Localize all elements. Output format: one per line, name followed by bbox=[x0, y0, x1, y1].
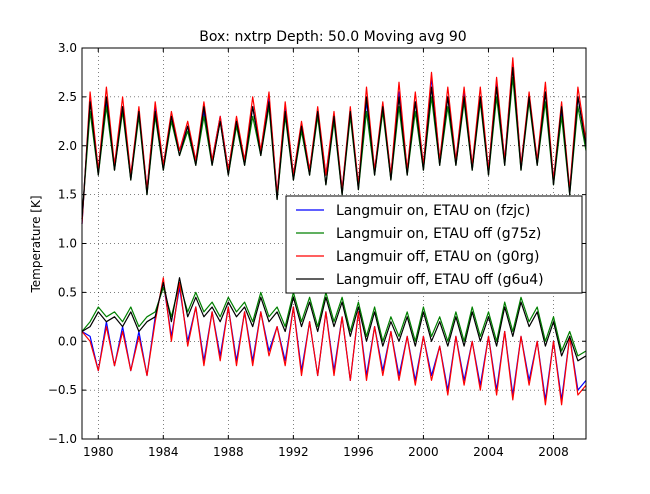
y-tick-label: −0.5 bbox=[48, 383, 77, 397]
series-line-g0rg-lower bbox=[81, 277, 587, 406]
series-line-g0rg-upper bbox=[81, 57, 587, 224]
x-tick-label: 1980 bbox=[83, 445, 114, 459]
legend-items: Langmuir on, ETAU on (fzjc) Langmuir on, … bbox=[296, 203, 544, 288]
x-tick-label: 1984 bbox=[148, 445, 179, 459]
x-tick-label: 2008 bbox=[538, 445, 569, 459]
chart-title: Box: nxtrp Depth: 50.0 Moving avg 90 bbox=[199, 29, 466, 45]
y-tick-label: 0.0 bbox=[58, 334, 77, 348]
x-tick-label: 2004 bbox=[473, 445, 504, 459]
x-tick-label: 1992 bbox=[278, 445, 309, 459]
y-tick-label: 3.0 bbox=[58, 41, 77, 55]
legend: Langmuir on, ETAU on (fzjc) Langmuir on, … bbox=[285, 195, 583, 294]
y-tick-label: 2.0 bbox=[58, 139, 77, 153]
legend-label-fzjc: Langmuir on, ETAU on (fzjc) bbox=[336, 203, 530, 219]
x-tick-label: 2000 bbox=[408, 445, 439, 459]
legend-label-g6u4: Langmuir off, ETAU off (g6u4) bbox=[336, 272, 544, 288]
x-tick-label: 1988 bbox=[213, 445, 244, 459]
series-line-g6u4-lower bbox=[81, 277, 587, 362]
legend-box bbox=[285, 195, 583, 294]
y-tick-label: 0.5 bbox=[58, 285, 77, 299]
y-axis-label: Temperature [K] bbox=[29, 195, 43, 293]
legend-label-g75z: Langmuir on, ETAU off (g75z) bbox=[336, 226, 541, 242]
series-line-g6u4-upper bbox=[81, 66, 587, 220]
y-tick-label: 1.0 bbox=[58, 237, 77, 251]
y-tick-label: −1.0 bbox=[48, 432, 77, 446]
x-tick-label: 1996 bbox=[343, 445, 374, 459]
legend-label-g0rg: Langmuir off, ETAU on (g0rg) bbox=[336, 249, 539, 265]
y-tick-label: 2.5 bbox=[58, 90, 77, 104]
y-tick-label: 1.5 bbox=[58, 188, 77, 202]
tick-layer: 1980 1984 1988 1992 1996 2000 2004 2008 −1.0 −0.5… bbox=[48, 41, 586, 459]
series-layer bbox=[81, 57, 587, 406]
